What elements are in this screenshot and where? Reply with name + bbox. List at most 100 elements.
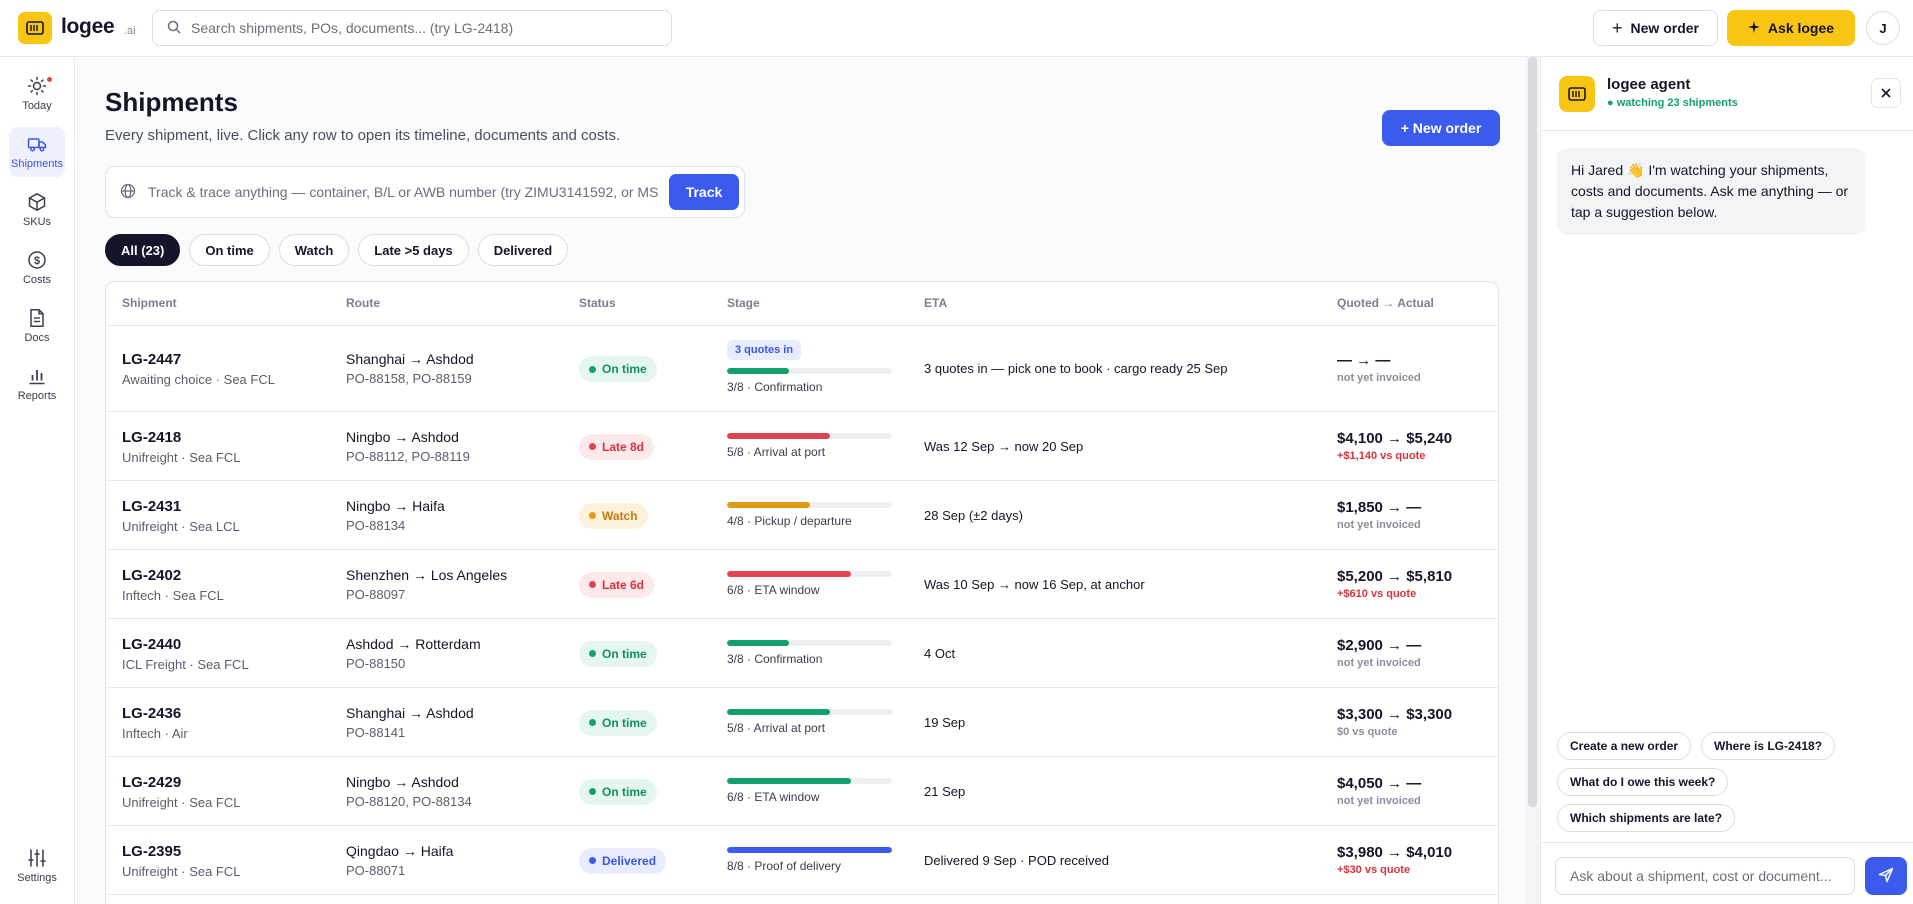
sidebar-item-shipments[interactable]: Shipments <box>9 127 65 177</box>
track-button[interactable]: Track <box>669 174 739 210</box>
table-row[interactable]: LG-2429 Unifreight · Sea FCL Ningbo → Ashd… <box>106 757 1498 826</box>
table-row[interactable]: LG-2440 ICL Freight · Sea FCL Ashdod → Rot… <box>106 619 1498 688</box>
sun-icon <box>27 76 47 96</box>
send-button[interactable] <box>1865 857 1907 895</box>
stage-progress-bar <box>727 501 892 508</box>
table-row[interactable]: LG-2431 Unifreight · Sea LCL Ningbo → Haif… <box>106 481 1498 550</box>
agent-input[interactable] <box>1555 857 1855 895</box>
column-header[interactable]: Stage <box>727 296 760 310</box>
sidebar-item-docs[interactable]: Docs <box>9 301 65 351</box>
status-cell: Late 6d <box>579 571 655 598</box>
stage-cell: 3/8 · Confirmation <box>727 639 892 666</box>
column-header[interactable]: Status <box>579 296 616 310</box>
po-numbers: PO-88141 <box>346 724 406 740</box>
suggestion-chip[interactable]: Which shipments are late? <box>1557 804 1736 832</box>
avatar[interactable]: J <box>1866 11 1900 45</box>
status-cell: On time <box>579 356 657 382</box>
new-order-primary-button[interactable]: + New order <box>1382 110 1500 146</box>
agent-message: Hi Jared 👋 I'm watching your shipments, … <box>1557 148 1865 235</box>
suggestion-chip[interactable]: What do I owe this week? <box>1557 768 1729 796</box>
shipment-id[interactable]: LG-2395 <box>122 842 182 860</box>
cost-cell: $4,100 → $5,240 +$1,140 vs quote <box>1337 430 1452 462</box>
suggestion-chip[interactable]: Create a new order <box>1557 732 1692 760</box>
stage-progress-fill <box>727 570 851 577</box>
suggestion-chip[interactable]: Where is LG-2418? <box>1701 732 1836 760</box>
status-dot <box>589 581 596 588</box>
route-cell: Ningbo → Ashdod PO-88120, PO-88134 <box>346 774 472 809</box>
track-input[interactable] <box>148 184 658 200</box>
shipment-carrier: Unifreight · Sea FCL <box>122 449 241 465</box>
shipment-id[interactable]: LG-2429 <box>122 773 182 791</box>
stage-cell: 5/8 · Arrival at port <box>727 708 892 735</box>
quoted-actual-cost: $1,850 → — <box>1337 498 1422 516</box>
quoted-actual-cost: — → — <box>1337 352 1391 369</box>
column-header[interactable]: Route <box>346 296 380 310</box>
stage-cell: 6/8 · ETA window <box>727 777 892 804</box>
po-numbers: PO-88097 <box>346 586 406 602</box>
cost-delta: $0 vs quote <box>1337 725 1398 738</box>
table-row[interactable]: LG-2447 Awaiting choice · Sea FCL Shanghai… <box>106 326 1498 412</box>
status-badge: Late 6d <box>579 571 655 598</box>
shipment-id[interactable]: LG-2418 <box>122 428 182 446</box>
cost-cell: — → — not yet invoiced <box>1337 352 1421 384</box>
sidebar-item-reports[interactable]: Reports <box>9 359 65 409</box>
route-text: Ningbo → Haifa <box>346 497 445 514</box>
cost-cell: $5,200 → $5,810 +$610 vs quote <box>1337 568 1452 600</box>
filter-on-time[interactable]: On time <box>189 234 270 266</box>
eta-text: 19 Sep <box>924 714 966 730</box>
stage-progress-fill <box>727 708 831 715</box>
ask-logee-button[interactable]: Ask logee <box>1727 10 1855 46</box>
stage-progress-fill <box>727 639 789 646</box>
route-cell: Ningbo → Haifa PO-88134 <box>346 498 445 533</box>
sidebar-item-skus[interactable]: SKUs <box>9 185 65 235</box>
table-row[interactable]: LG-2436 Inftech · Air Shanghai → Ashdod PO-… <box>106 688 1498 757</box>
shipment-carrier: Unifreight · Sea LCL <box>122 518 240 534</box>
search-icon <box>167 20 181 37</box>
status-badge: Watch <box>579 502 648 529</box>
shipment-cell: LG-2402 Inftech · Sea FCL <box>122 567 224 603</box>
shipment-id[interactable]: LG-2402 <box>122 566 182 584</box>
eta-text: 3 quotes in — pick one to book · cargo r… <box>924 361 1228 376</box>
table-row[interactable]: LG-2402 Inftech · Sea FCL Shenzhen → Los A… <box>106 550 1498 619</box>
global-search[interactable] <box>152 10 672 46</box>
new-order-label: New order <box>1630 20 1699 36</box>
search-input[interactable] <box>191 20 651 36</box>
agent-status: ● watching 23 shipments <box>1607 97 1738 109</box>
stage-progress-bar <box>727 777 892 784</box>
sidebar-item-label: Settings <box>17 872 57 884</box>
shipment-id[interactable]: LG-2436 <box>122 704 182 722</box>
track-trace-box: Track <box>105 166 745 218</box>
new-order-button[interactable]: + New order <box>1593 10 1718 46</box>
status-dot <box>589 650 596 657</box>
main-content: Shipments Every shipment, live. Click an… <box>76 57 1529 904</box>
quotes-badge[interactable]: 3 quotes in <box>727 340 802 360</box>
route-cell: Shanghai → Ashdod PO-88158, PO-88159 <box>346 351 474 386</box>
filter-watch[interactable]: Watch <box>278 234 350 266</box>
route-cell: Shenzhen → Los Angeles PO-88097 <box>346 567 507 602</box>
logo-icon[interactable] <box>18 12 52 44</box>
eta-text: Delivered 9 Sep · POD received <box>924 852 1109 868</box>
table-row[interactable]: LG-2395 Unifreight · Sea FCL Qingdao → Hai… <box>106 826 1498 895</box>
stage-label: 6/8 · ETA window <box>727 582 820 597</box>
close-icon[interactable] <box>1871 78 1901 108</box>
column-header[interactable]: ETA <box>924 296 948 310</box>
agent-header: logee agent ● watching 23 shipments <box>1541 57 1913 131</box>
shipment-id[interactable]: LG-2447 <box>122 351 182 368</box>
page-subtitle: Every shipment, live. Click any row to o… <box>105 127 621 144</box>
sidebar-item-settings[interactable]: Settings <box>9 841 65 891</box>
filter-all[interactable]: All (23) <box>105 234 181 266</box>
status-label: On time <box>602 715 647 730</box>
shipment-carrier: ICL Freight · Sea FCL <box>122 656 249 672</box>
filter-late[interactable]: Late >5 days <box>358 234 469 266</box>
scrollbar-thumb[interactable] <box>1528 57 1537 807</box>
column-header[interactable]: Shipment <box>122 296 177 310</box>
status-badge: Late 8d <box>579 433 655 460</box>
filter-delivered[interactable]: Delivered <box>477 234 569 266</box>
sidebar-item-costs[interactable]: $ Costs <box>9 243 65 293</box>
column-header[interactable]: Quoted → Actual <box>1337 296 1434 310</box>
table-row[interactable]: LG-2418 Unifreight · Sea FCL Ningbo → Ashd… <box>106 412 1498 481</box>
shipment-id[interactable]: LG-2431 <box>122 497 182 515</box>
page-title: Shipments <box>105 87 238 117</box>
sidebar-item-today[interactable]: Today <box>9 69 65 119</box>
shipment-id[interactable]: LG-2440 <box>122 635 182 653</box>
